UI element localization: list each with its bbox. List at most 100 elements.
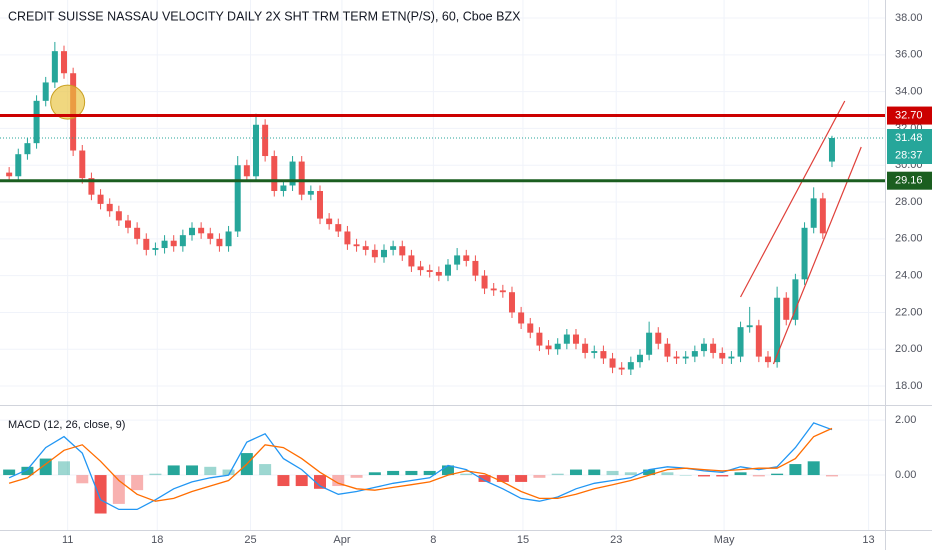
histogram-bar	[185, 465, 198, 476]
trend-line	[772, 146, 862, 365]
x-tick-label: 13	[862, 534, 874, 546]
candle-body	[326, 218, 333, 225]
chart-title: CREDIT SUISSE NASSAU VELOCITY DAILY 2X S…	[8, 9, 521, 23]
candle-body	[399, 246, 406, 256]
histogram-bar	[716, 475, 729, 477]
histogram-bar	[679, 475, 692, 476]
y-tick-label: 0.00	[895, 469, 916, 481]
candle-body	[207, 233, 214, 239]
y-tick-label: 2.00	[895, 414, 916, 426]
candle-body	[316, 190, 323, 219]
candle-body	[508, 292, 515, 313]
histogram-bar	[569, 469, 582, 476]
histogram-bar	[551, 473, 564, 476]
candle-body	[819, 198, 826, 234]
candle-body	[582, 343, 589, 353]
candle-body	[682, 356, 689, 359]
candle-body	[774, 297, 781, 363]
candle-body	[728, 356, 735, 359]
candle-body	[527, 323, 534, 333]
histogram-bar	[94, 475, 107, 514]
histogram-bar	[350, 475, 363, 478]
countdown-badge	[887, 147, 932, 165]
trend-line	[740, 100, 846, 298]
price-badge-label: 31.48	[895, 132, 923, 144]
candle-body	[60, 51, 67, 74]
candle-body	[371, 249, 378, 258]
candle-body	[15, 154, 22, 177]
candle-body	[252, 124, 259, 177]
x-tick-label: 8	[430, 534, 436, 546]
candle-body	[499, 290, 506, 293]
histogram-bar	[423, 470, 436, 476]
histogram-bar	[643, 469, 656, 476]
countdown-label: 28:37	[895, 149, 923, 161]
candle-body	[755, 325, 762, 357]
candle-body	[600, 351, 607, 359]
histogram-bar	[789, 464, 802, 476]
candle-body	[545, 345, 552, 350]
candle-body	[563, 334, 570, 344]
histogram-bar	[496, 475, 509, 482]
candle-body	[664, 343, 671, 357]
candle-body	[79, 150, 86, 179]
candle-body	[408, 255, 415, 267]
histogram-bar	[112, 475, 125, 504]
y-tick-label: 34.00	[895, 86, 923, 98]
indicator-line	[8, 422, 833, 511]
marks	[0, 41, 885, 514]
x-tick-label: 18	[151, 534, 163, 546]
candle-body	[435, 271, 442, 276]
candle-body	[24, 143, 31, 155]
candle-body	[609, 358, 616, 368]
candle-body	[179, 235, 186, 247]
candle-body	[298, 161, 305, 195]
candle-body	[490, 288, 497, 291]
histogram-bar	[661, 472, 674, 476]
histogram-bar	[131, 475, 144, 491]
grid	[0, 0, 885, 530]
x-tick-label: Apr	[333, 534, 350, 546]
candle-body	[646, 332, 653, 355]
candle-body	[225, 231, 232, 247]
histogram-bar	[368, 472, 381, 476]
highlight-circle	[50, 84, 86, 120]
histogram-bar	[460, 473, 473, 476]
histogram-bar	[515, 475, 528, 482]
histogram-bar	[277, 475, 290, 487]
candle-body	[115, 211, 122, 221]
candle-body	[710, 343, 717, 353]
candle-body	[51, 51, 58, 83]
candle-body	[463, 255, 470, 261]
candle-body	[554, 343, 561, 350]
y-tick-label: 38.00	[895, 12, 923, 24]
candle-body	[307, 190, 314, 195]
x-tick-label: 23	[610, 534, 622, 546]
candle-body	[783, 297, 790, 320]
candle-body	[764, 356, 771, 363]
x-tick-label: May	[714, 534, 735, 546]
candle-body	[700, 343, 707, 352]
candle-body	[746, 325, 753, 328]
histogram-bar	[807, 461, 820, 476]
x-tick-label: 15	[517, 534, 529, 546]
histogram-bar	[771, 473, 784, 476]
histogram-bar	[624, 472, 637, 476]
candle-body	[280, 185, 287, 191]
price-badge	[887, 106, 932, 125]
candle-body	[691, 351, 698, 357]
candle-body	[801, 227, 808, 280]
histogram-bar	[149, 473, 162, 476]
price-badge-label: 32.70	[895, 109, 923, 121]
candle-body	[454, 255, 461, 265]
candle-body	[143, 238, 150, 250]
candle-body	[97, 194, 104, 204]
indicator-title: MACD (12, 26, close, 9)	[8, 419, 125, 431]
y-tick-label: 18.00	[895, 380, 923, 392]
histogram-bar	[825, 475, 838, 477]
histogram-bar	[405, 470, 418, 476]
candle-body	[262, 124, 269, 157]
histogram-bar	[57, 461, 70, 476]
histogram-bar	[204, 466, 217, 476]
